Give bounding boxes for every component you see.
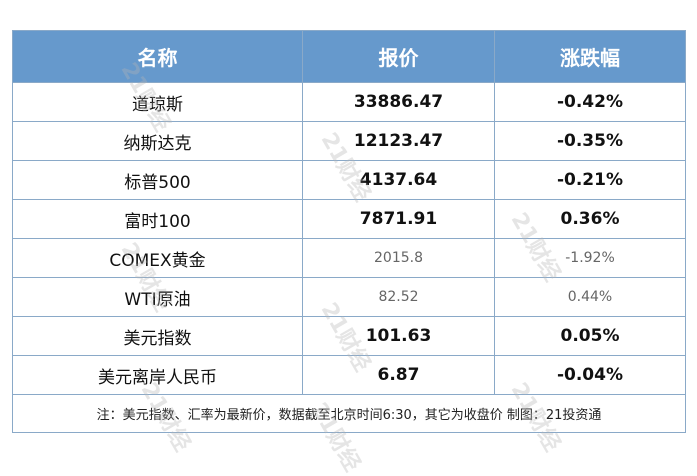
- footnote: 注：美元指数、汇率为最新价，数据截至北京时间6:30，其它为收盘价 制图：21投…: [12, 394, 686, 433]
- table-row: 纳斯达克 12123.47 -0.35%: [12, 121, 686, 161]
- cell-price: 7871.91: [302, 199, 495, 239]
- cell-price: 6.87: [302, 355, 495, 395]
- cell-change: 0.05%: [494, 316, 686, 356]
- market-table: 名称 报价 涨跌幅 道琼斯 33886.47 -0.42% 纳斯达克 12123.47-…: [12, 30, 686, 433]
- cell-name: 美元离岸人民币: [12, 355, 303, 395]
- table-row: 道琼斯 33886.47 -0.42%: [12, 82, 686, 122]
- header-name: 名称: [12, 30, 303, 83]
- cell-name: 美元指数: [12, 316, 303, 356]
- cell-change: -0.04%: [494, 355, 686, 395]
- cell-price: 33886.47: [302, 82, 495, 122]
- table-row: 美元指数 101.63 0.05%: [12, 316, 686, 356]
- cell-name: 道琼斯: [12, 82, 303, 122]
- cell-price: 12123.47: [302, 121, 495, 161]
- cell-price: 2015.8: [302, 238, 495, 278]
- cell-change: -0.21%: [494, 160, 686, 200]
- table-row: 富时100 7871.91 0.36%: [12, 199, 686, 239]
- cell-name: 纳斯达克: [12, 121, 303, 161]
- cell-name: WTI原油: [12, 277, 303, 317]
- cell-change: -0.35%: [494, 121, 686, 161]
- cell-name: 富时100: [12, 199, 303, 239]
- cell-price: 82.52: [302, 277, 495, 317]
- cell-change: 0.44%: [494, 277, 686, 317]
- cell-name: 标普500: [12, 160, 303, 200]
- header-price: 报价: [302, 30, 495, 83]
- table-row: 美元离岸人民币 6.87 -0.04%: [12, 355, 686, 395]
- header-change: 涨跌幅: [494, 30, 686, 83]
- cell-price: 4137.64: [302, 160, 495, 200]
- table-row: 标普500 4137.64 -0.21%: [12, 160, 686, 200]
- note-row: 注：美元指数、汇率为最新价，数据截至北京时间6:30，其它为收盘价 制图：21投…: [12, 394, 686, 433]
- table-row: COMEX黄金 2015.8 -1.92%: [12, 238, 686, 278]
- cell-change: 0.36%: [494, 199, 686, 239]
- cell-price: 101.63: [302, 316, 495, 356]
- cell-change: -0.42%: [494, 82, 686, 122]
- cell-name: COMEX黄金: [12, 238, 303, 278]
- cell-change: -1.92%: [494, 238, 686, 278]
- table-row: WTI原油 82.52 0.44%: [12, 277, 686, 317]
- header-row: 名称 报价 涨跌幅: [12, 30, 686, 83]
